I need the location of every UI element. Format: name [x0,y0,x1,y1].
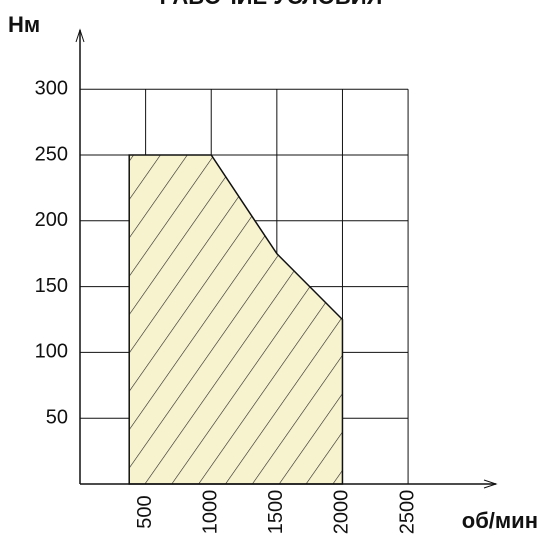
y-tick-label: 150 [35,275,68,297]
x-tick-label: 500 [134,495,156,528]
chart-title: РАБОЧИЕ УСЛОВИЯ [160,0,383,9]
y-tick-label: 300 [35,77,68,99]
y-axis-arrow [75,28,85,43]
x-tick-label: 1000 [200,490,222,535]
y-axis-label: Нм [8,12,40,37]
x-tick-label: 2500 [396,490,418,535]
y-tick-label: 100 [35,341,68,363]
y-tick-label: 200 [35,209,68,231]
x-tick-label: 1500 [265,490,287,535]
x-axis-label: об/мин [462,508,538,533]
x-axis-arrow [483,479,498,489]
y-tick-label: 50 [46,406,68,428]
x-tick-label: 2000 [331,490,353,535]
y-tick-label: 250 [35,143,68,165]
